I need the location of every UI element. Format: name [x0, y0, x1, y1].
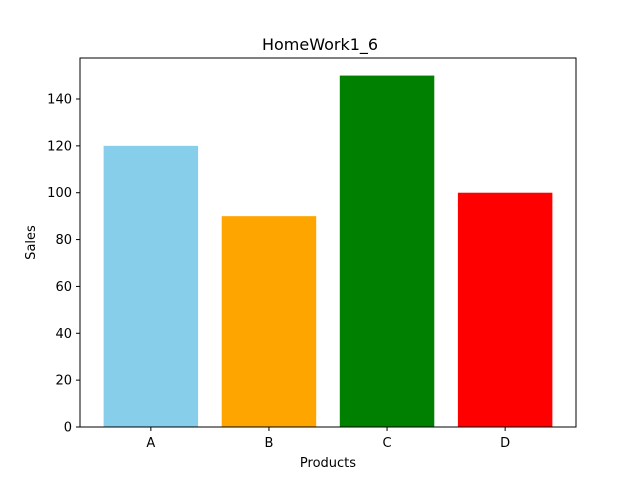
plot-frame: [79, 57, 577, 428]
x-axis: A B C D: [146, 427, 510, 451]
bar-b: [221, 216, 317, 427]
y-tick-label: 20: [55, 374, 72, 389]
bar-c: [339, 75, 435, 428]
x-axis-label: Products: [300, 456, 356, 471]
y-axis-label: Sales: [24, 225, 39, 260]
y-tick-label: 140: [47, 93, 72, 108]
chart-title: HomeWork1_6: [262, 35, 378, 55]
x-tick-label: D: [500, 436, 510, 451]
x-tick-label: B: [264, 436, 273, 451]
y-tick-label: 0: [64, 421, 72, 436]
y-tick-label: 80: [55, 233, 72, 248]
y-axis: 0 20 40 60 80 100 120 140: [47, 93, 80, 436]
bar-a: [103, 145, 199, 427]
y-tick-label: 100: [47, 186, 72, 201]
y-tick-label: 120: [47, 139, 72, 154]
y-tick-label: 40: [55, 327, 72, 342]
bar-d: [457, 192, 553, 427]
x-tick-label: C: [383, 436, 392, 451]
bars-group: [103, 75, 553, 428]
y-tick-label: 60: [55, 280, 72, 295]
x-tick-label: A: [146, 436, 155, 451]
